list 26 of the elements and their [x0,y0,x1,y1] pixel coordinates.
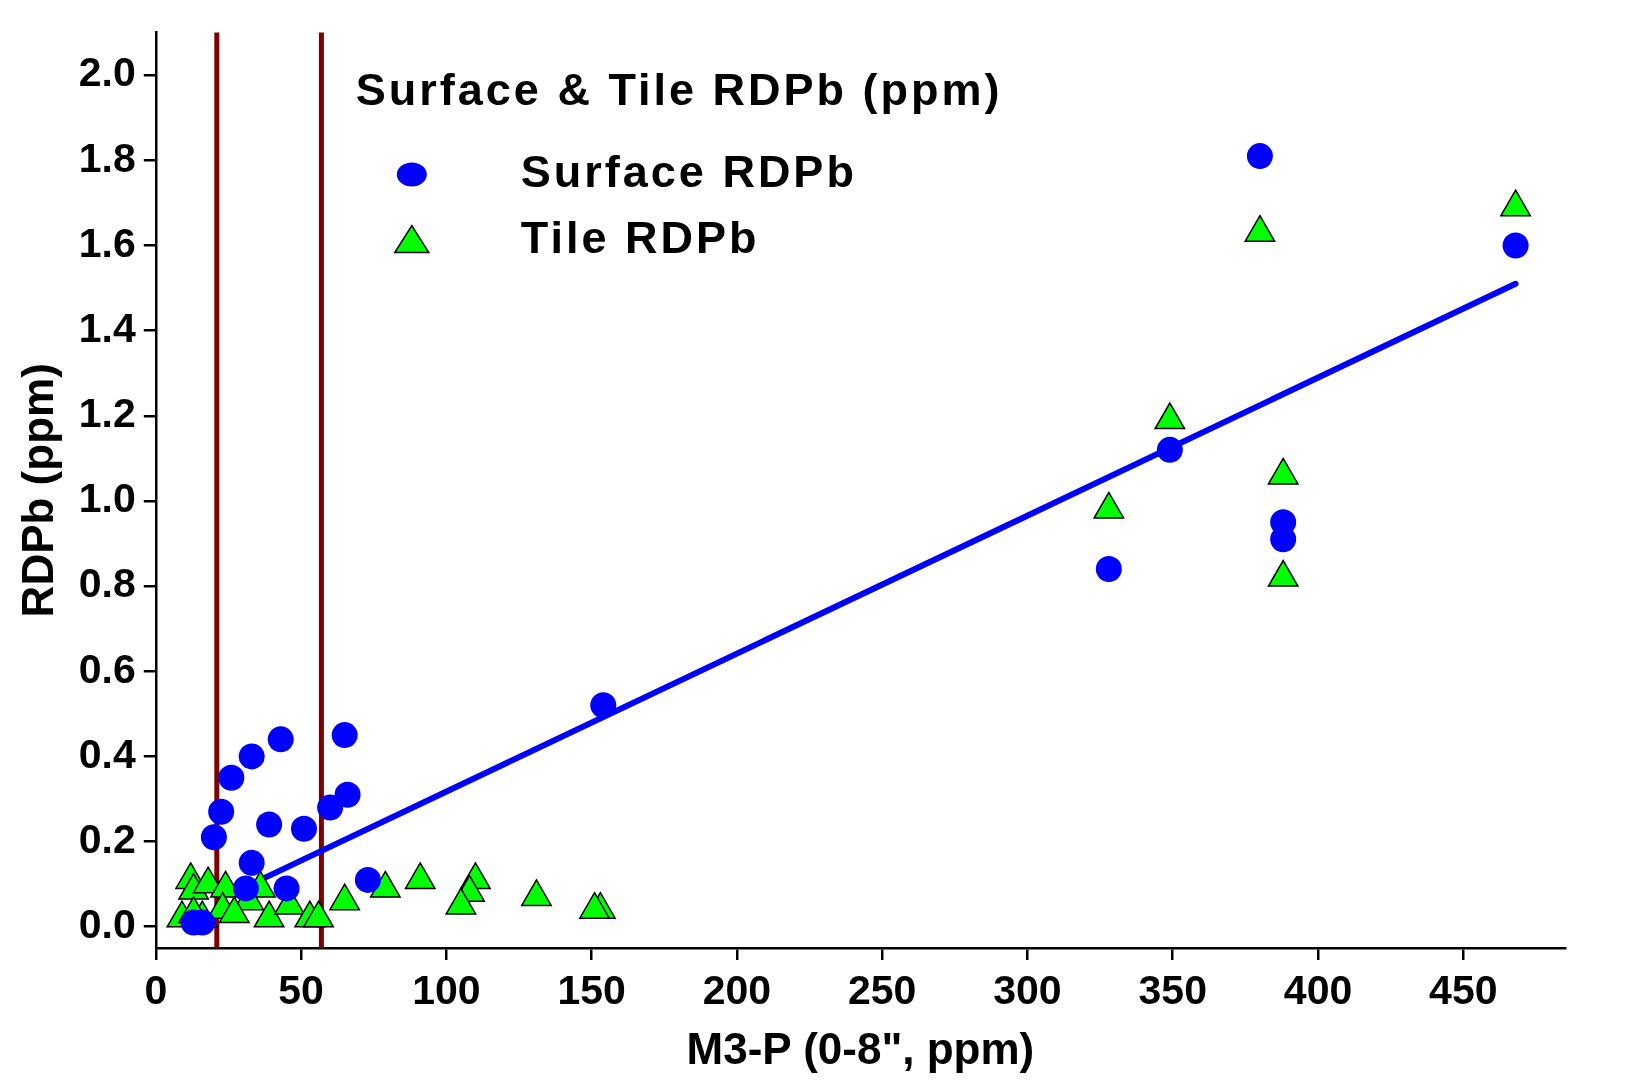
y-tick-label: 0.4 [78,730,136,777]
x-tick-label: 150 [557,966,626,1013]
y-tick-label: 1.6 [78,219,136,266]
x-axis-title: M3-P (0-8", ppm) [686,1023,1035,1073]
y-tick-label: 2.0 [78,49,136,96]
y-tick-label: 0.2 [78,815,136,862]
y-tick-label: 1.8 [78,134,136,181]
x-tick-label: 350 [1138,966,1207,1013]
x-tick-label: 250 [847,966,917,1013]
x-tick-label: 300 [993,966,1062,1013]
y-tick-label: 1.2 [78,390,136,437]
y-tick-label: 1.0 [78,475,136,522]
x-tick-label: 100 [412,966,481,1013]
legend-title: Surface & Tile RDPb (ppm) [355,64,1003,116]
legend-label: Tile RDPb [520,212,760,264]
y-tick-label: 1.4 [78,304,136,351]
y-tick-label: 0.0 [78,901,136,948]
y-axis-title: RDPb (ppm) [12,363,62,618]
x-tick-label: 400 [1283,966,1353,1013]
x-tick-label: 0 [144,966,168,1013]
y-tick-label: 0.6 [78,645,136,692]
x-tick-label: 50 [278,966,324,1013]
y-tick-label: 0.8 [78,560,136,607]
x-tick-label: 450 [1429,966,1498,1013]
x-tick-label: 200 [702,966,772,1013]
legend-label: Surface RDPb [520,146,857,198]
